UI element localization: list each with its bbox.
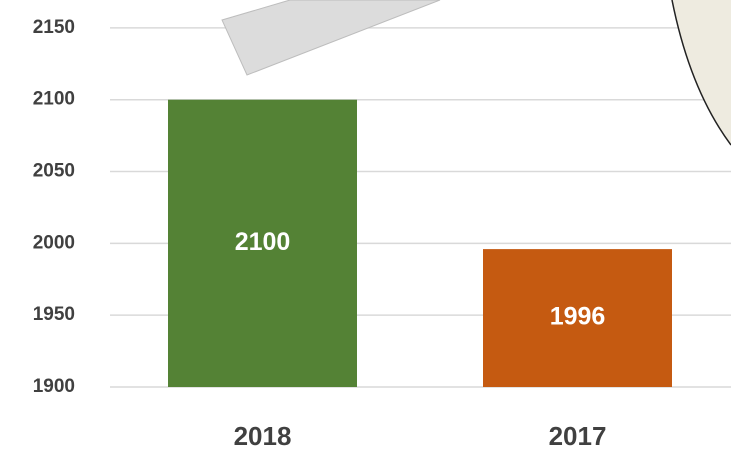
x-tick-label: 2018 — [234, 421, 292, 451]
y-tick-label: 2100 — [33, 89, 75, 110]
bubble — [672, 0, 731, 145]
x-tick-label: 2017 — [549, 421, 607, 451]
sticker-image — [221, 0, 441, 76]
bubble-outline — [671, 0, 731, 146]
y-tick-label: 2150 — [33, 17, 75, 38]
y-tick-label: 2000 — [33, 232, 75, 253]
bar — [168, 99, 357, 388]
decoration — [221, 0, 731, 146]
y-tick-label: 1950 — [33, 304, 75, 325]
y-tick-label: 2050 — [33, 161, 75, 182]
data-label: 1996 — [550, 303, 606, 331]
data-label: 2100 — [235, 228, 291, 256]
bar — [483, 249, 672, 387]
y-tick-label: 1900 — [33, 376, 75, 397]
